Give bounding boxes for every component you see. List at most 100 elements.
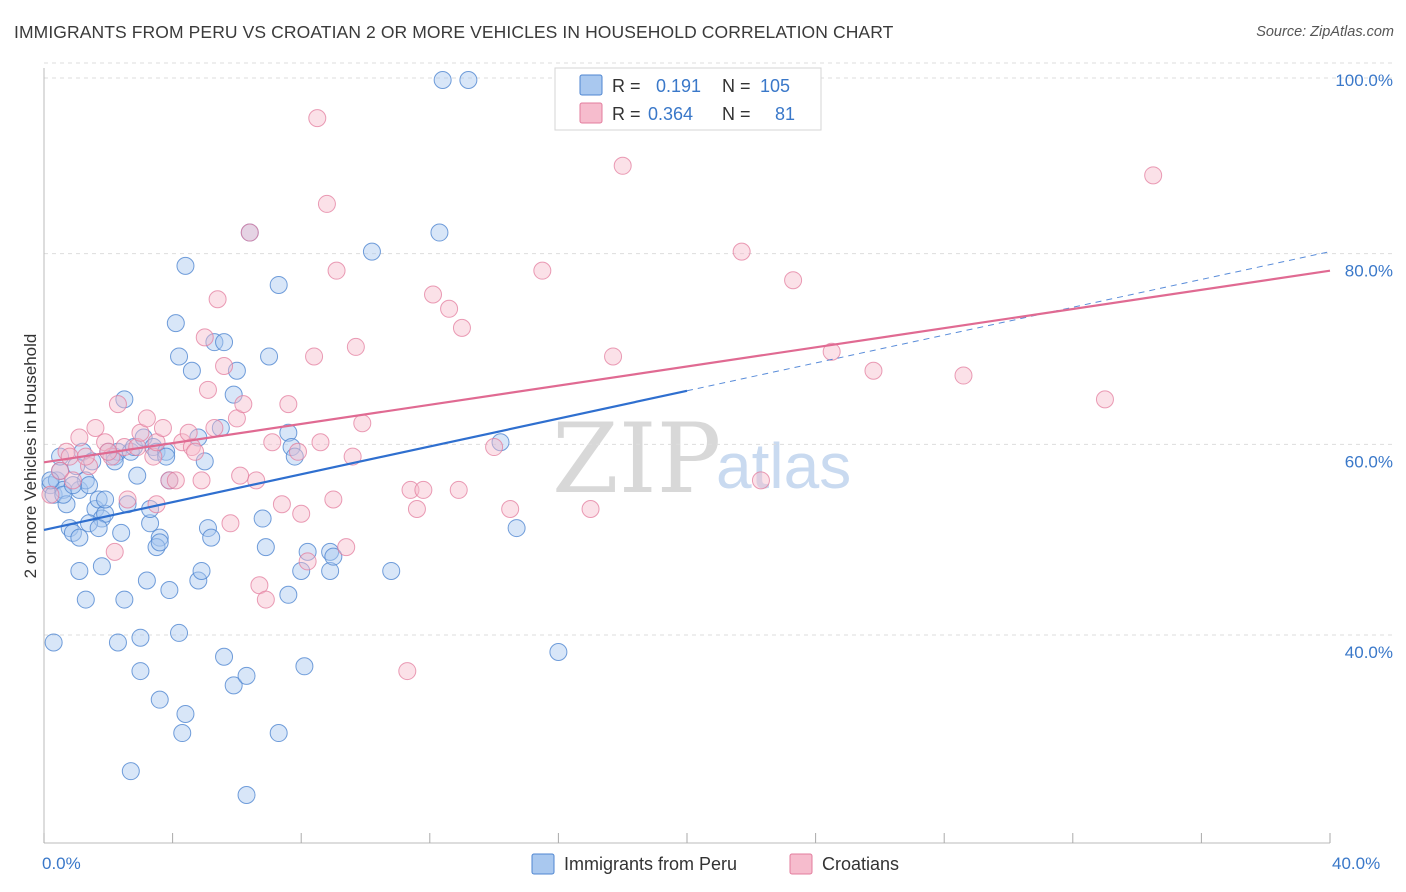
series-croatians [41, 109, 1163, 681]
peru-point [269, 724, 288, 743]
croatians-point [353, 414, 372, 433]
croatians-point [407, 500, 426, 518]
peru-point [141, 514, 160, 533]
peru-point [166, 314, 185, 333]
croatians-point [440, 299, 459, 318]
croatians-point [166, 471, 185, 490]
croatians-point [822, 342, 841, 361]
legend-label-croatians: Croatians [822, 854, 899, 874]
croatians-point [80, 457, 99, 476]
peru-point [433, 71, 452, 89]
stats-n-label-croatians: N = [722, 104, 751, 124]
peru-point [115, 590, 134, 609]
peru-point [430, 223, 449, 242]
croatians-point [317, 194, 336, 213]
peru-point [96, 490, 115, 509]
croatians-point [263, 433, 282, 452]
peru-point [202, 528, 221, 547]
stats-r-label-croatians: R = [612, 104, 641, 124]
stats-legend: R = 0.191 N = 105 R = 0.364 N = 81 [554, 67, 822, 131]
croatians-point [1144, 166, 1163, 185]
croatians-point [452, 318, 471, 337]
peru-point [215, 333, 234, 352]
croatians-point [324, 490, 343, 509]
croatians-point [41, 485, 60, 504]
croatians-point [401, 480, 420, 499]
peru-point [324, 547, 343, 566]
croatians-point [533, 261, 552, 280]
peru-point [321, 561, 340, 580]
peru-point [459, 71, 478, 89]
croatians-point [327, 261, 346, 280]
croatians-point [343, 447, 362, 466]
croatians-point [613, 156, 632, 175]
peru-point [549, 643, 568, 661]
chart-title: IMMIGRANTS FROM PERU VS CROATIAN 2 OR MO… [14, 22, 894, 42]
croatians-point [208, 290, 227, 309]
peru-point [195, 452, 214, 471]
peru-point [279, 585, 298, 604]
stats-r-value-croatians: 0.364 [648, 104, 693, 124]
peru-point [137, 571, 156, 590]
croatians-trend-line [43, 269, 1331, 464]
peru-point [224, 385, 243, 404]
peru-trend-line [43, 389, 688, 532]
peru-point [189, 571, 208, 590]
peru-point [63, 476, 82, 495]
peru-point [44, 633, 63, 652]
croatians-point [144, 447, 163, 466]
legend-swatch-croatians [789, 853, 813, 875]
croatians-point [581, 500, 600, 518]
peru-point [269, 275, 288, 294]
watermark-atlas: atlas [716, 430, 851, 502]
trend-lines [43, 251, 1331, 532]
peru-point [237, 786, 256, 804]
croatians-point [137, 409, 156, 428]
legend-label-peru: Immigrants from Peru [564, 854, 737, 874]
peru-point [147, 442, 166, 461]
croatians-point [86, 418, 105, 437]
croatians-point [234, 395, 253, 414]
croatians-point [198, 380, 217, 399]
peru-point [256, 538, 275, 557]
croatians-point [449, 480, 468, 499]
legend-swatch-peru [531, 853, 555, 875]
croatians-point [182, 438, 201, 457]
croatians-point [732, 242, 751, 261]
peru-point [121, 762, 140, 781]
peru-point [83, 452, 102, 471]
croatians-point [501, 500, 520, 518]
peru-point [160, 581, 179, 600]
gridlines [44, 62, 1395, 636]
stats-r-value-peru: 0.191 [656, 76, 701, 96]
peru-point [131, 662, 150, 681]
y-axis-tick-labels: 40.0% 60.0% 80.0% 100.0% [1335, 71, 1393, 662]
peru-point [198, 519, 217, 538]
stats-n-label-peru: N = [722, 76, 751, 96]
croatians-point [192, 471, 211, 490]
croatians-point [160, 471, 179, 490]
peru-point [298, 542, 317, 561]
peru-point [41, 471, 60, 490]
peru-point [295, 657, 314, 676]
peru-point [121, 442, 140, 461]
peru-point [80, 476, 99, 495]
peru-point [260, 347, 279, 366]
croatians-point [272, 495, 291, 514]
peru-point [224, 676, 243, 695]
peru-point [157, 447, 176, 466]
peru-point [285, 447, 304, 466]
peru-point [282, 438, 301, 457]
croatians-point [215, 357, 234, 375]
watermark-zip: ZIP [552, 403, 721, 515]
peru-point [57, 495, 76, 514]
x-axis-ticks [43, 833, 1331, 843]
y-axis-title: 2 or more Vehicles in Household [21, 334, 40, 579]
peru-point [170, 347, 189, 366]
croatians-point [256, 590, 275, 609]
peru-point [237, 666, 256, 685]
croatians-point [864, 361, 883, 380]
stats-legend-swatch-peru [579, 74, 603, 96]
x-tick-label-min: 0.0% [42, 854, 81, 873]
